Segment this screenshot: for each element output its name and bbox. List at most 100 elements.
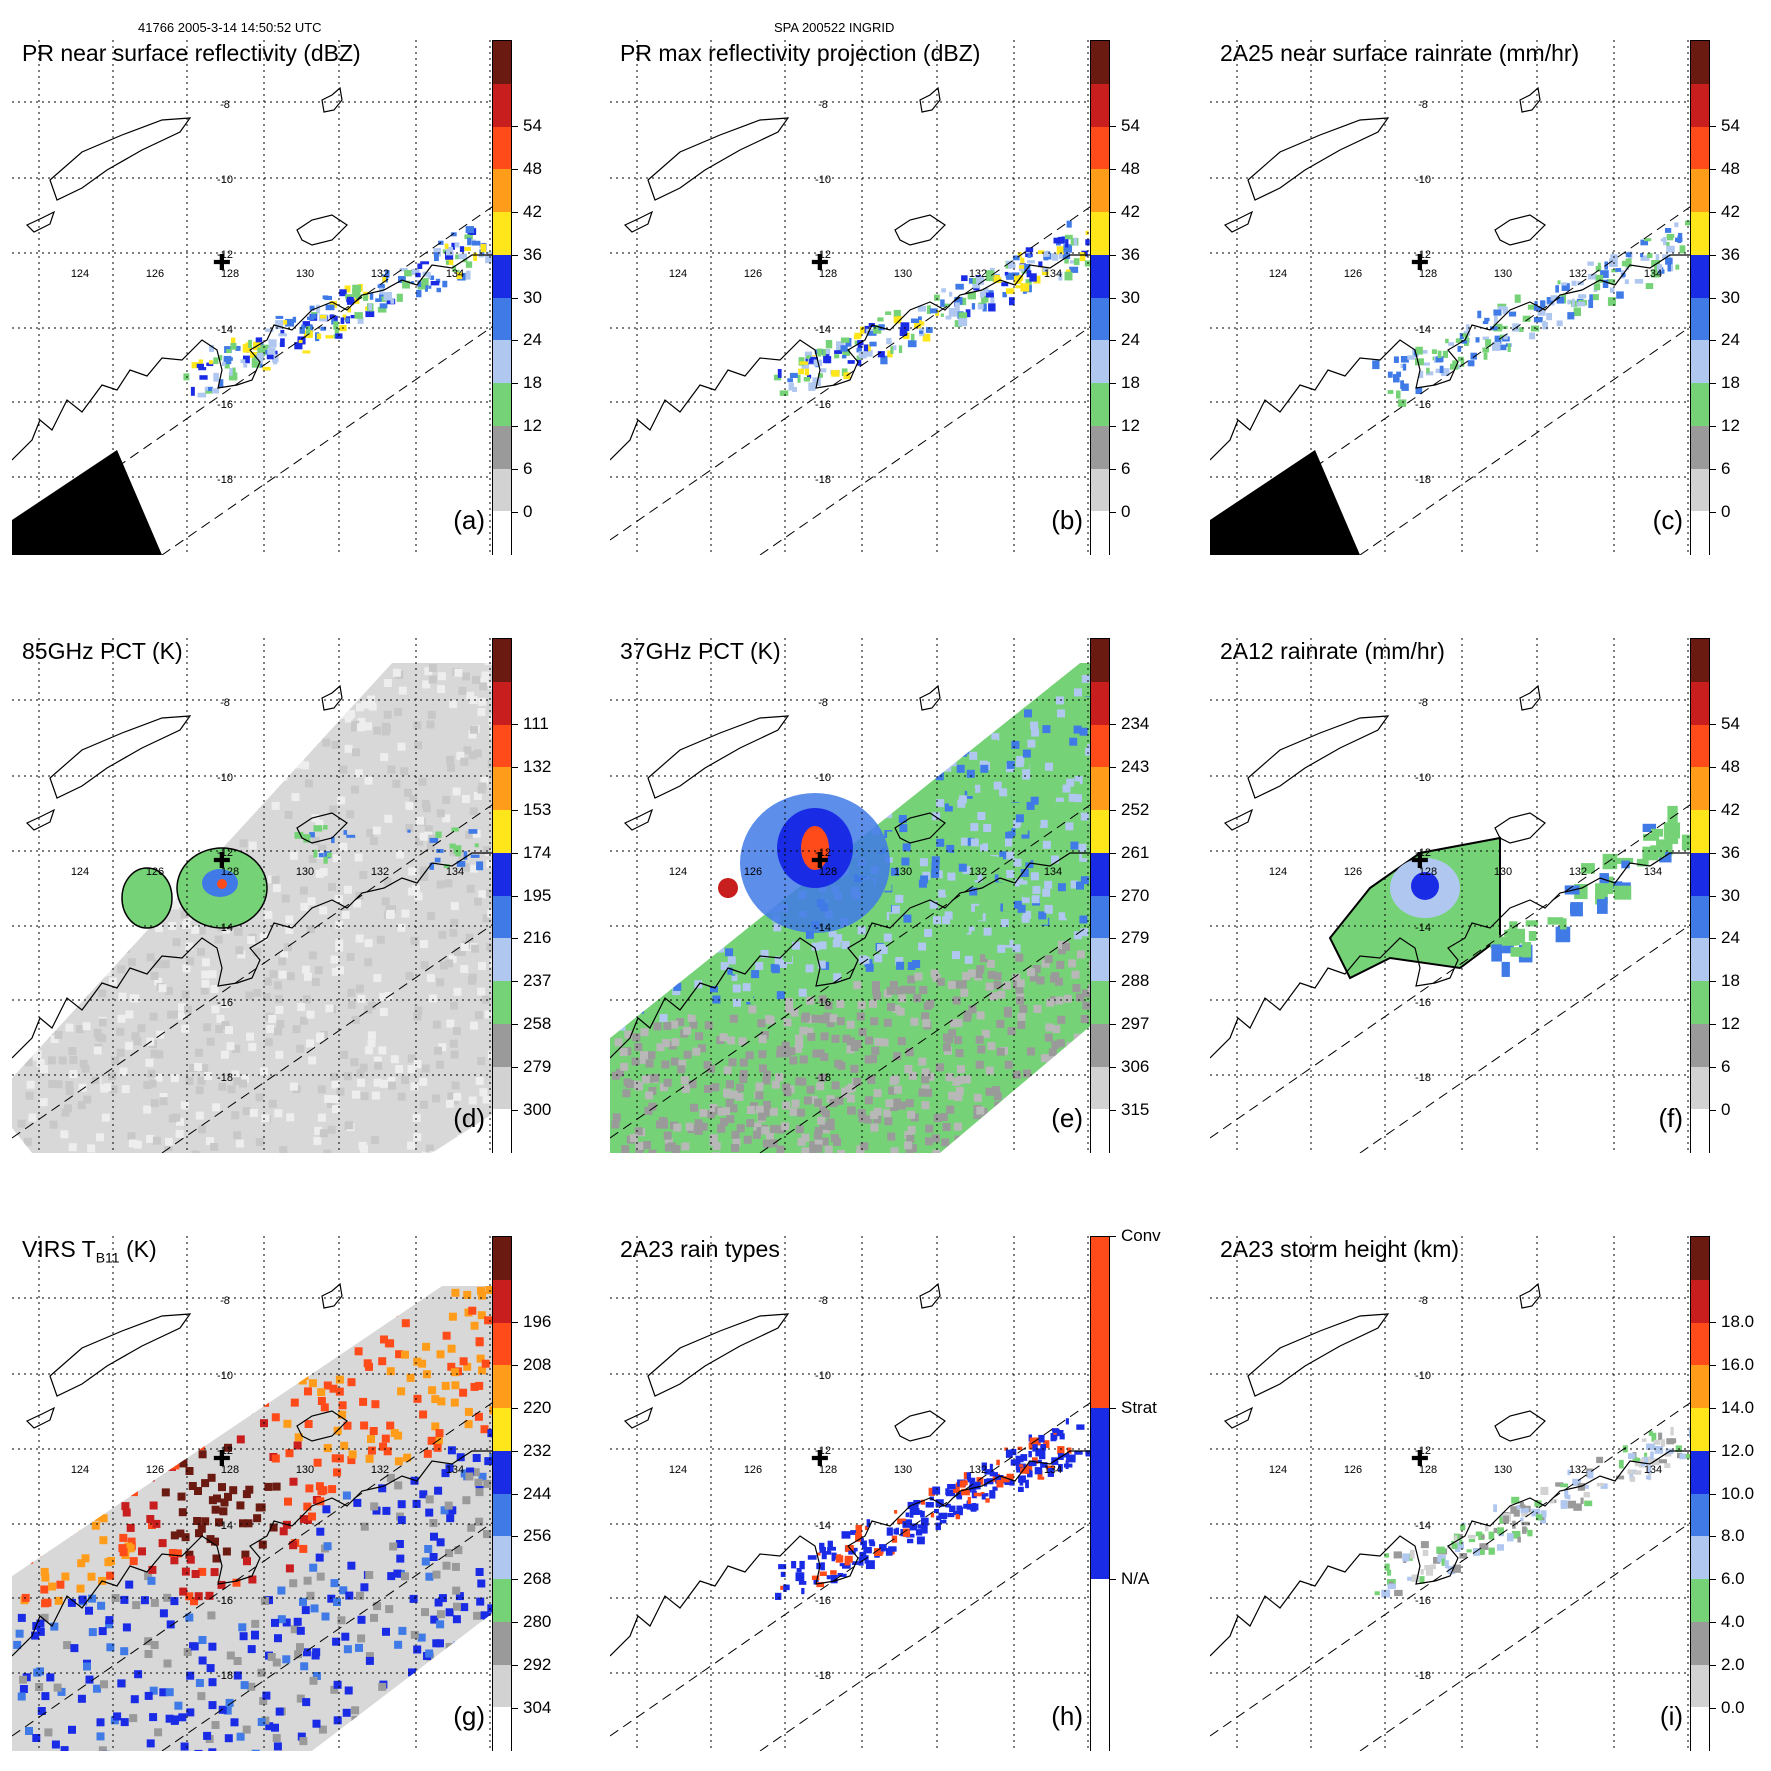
colorbar-tick-label: 36 <box>523 244 542 264</box>
colorbar-tick-label: 111 <box>523 713 549 733</box>
colorbar-tick-label: 42 <box>523 201 542 221</box>
colorbar-tick <box>1110 168 1116 170</box>
colorbar-tick-label: 42 <box>1721 201 1740 221</box>
colorbar-tick <box>1110 297 1116 299</box>
colorbar-segment <box>493 810 511 854</box>
colorbar-tick-label: 243 <box>1121 756 1150 776</box>
colorbar-segment <box>1691 254 1709 299</box>
colorbar-tick <box>512 1321 518 1323</box>
no-data-mask <box>12 450 162 555</box>
colorbar-tick <box>1110 852 1116 854</box>
colorbar-segment <box>1091 383 1109 427</box>
lon-label: 132 <box>969 866 987 878</box>
lat-label: -16 <box>1415 399 1431 411</box>
colorbar-segment <box>1091 810 1109 854</box>
colorbar-tick-label: 279 <box>523 1057 552 1077</box>
lat-label: -16 <box>1415 1595 1431 1607</box>
colorbar-tick <box>1710 1536 1716 1538</box>
colorbar-tick-label: 24 <box>1121 330 1140 350</box>
colorbar-tick <box>1710 383 1716 385</box>
colorbar-tick <box>512 1067 518 1069</box>
panel-title: PR near surface reflectivity (dBZ) <box>22 40 361 67</box>
colorbar-segment <box>1091 767 1109 812</box>
panel-letter: (b) <box>1051 505 1083 535</box>
colorbar-tick-label: Strat <box>1121 1397 1157 1417</box>
colorbar-segment <box>1691 681 1709 726</box>
colorbar-tick-label: 48 <box>523 158 542 178</box>
colorbar-tick-label: 30 <box>1121 287 1140 307</box>
lat-label: -16 <box>217 1595 233 1607</box>
colorbar-segment <box>1691 1237 1709 1281</box>
panel-letter: (e) <box>1051 1103 1083 1133</box>
colorbar-tick-label: 2.0 <box>1721 1655 1745 1675</box>
colorbar-tick-label: 292 <box>523 1655 552 1675</box>
lat-label: -18 <box>217 1072 233 1084</box>
colorbar-segment <box>493 852 511 897</box>
panel-e: 124 126 128 130 132 134 -8 -10 -12 -14 -16 -18 ✚ 37GH… <box>598 598 1158 1158</box>
lat-label: -8 <box>1418 1295 1428 1307</box>
lat-label: -14 <box>1415 1520 1431 1532</box>
colorbar-segment <box>493 681 511 726</box>
colorbar-segment <box>1691 895 1709 940</box>
colorbar-tick-label: 14.0 <box>1721 1397 1755 1417</box>
colorbar-tick <box>512 383 518 385</box>
colorbar-tick <box>512 766 518 768</box>
lon-label: 132 <box>371 866 389 878</box>
colorbar-tick-label: 234 <box>1121 713 1150 733</box>
colorbar-tick <box>1710 297 1716 299</box>
colorbar-tick <box>1110 211 1116 213</box>
colorbar-tick <box>1710 125 1716 127</box>
colorbar-segment <box>1691 1664 1709 1709</box>
colorbar-segment <box>1091 1109 1109 1154</box>
panel-letter: (i) <box>1659 1701 1683 1731</box>
colorbar-segment <box>1091 724 1109 769</box>
lon-label: 132 <box>1569 268 1587 280</box>
lat-label: -12 <box>1415 847 1431 859</box>
lat-label: -8 <box>818 1295 828 1307</box>
colorbar-tick-label: 16.0 <box>1721 1354 1755 1374</box>
lon-label: 128 <box>1419 866 1437 878</box>
colorbar-tick-label: 216 <box>523 928 552 948</box>
colorbar <box>492 40 512 556</box>
colorbar-segment <box>493 126 511 171</box>
lon-label: 128 <box>221 268 239 280</box>
colorbar-tick <box>1710 895 1716 897</box>
storm-center-icon: ✚ <box>213 251 231 276</box>
colorbar-tick <box>512 1579 518 1581</box>
panel-f: 124 126 128 130 132 134 -8 -10 -12 -14 -16 -18 ✚ 2A12… <box>1198 598 1758 1158</box>
panel-title: PR max reflectivity projection (dBZ) <box>620 40 980 67</box>
panel-letter: (h) <box>1051 1701 1083 1731</box>
colorbar-tick <box>512 1665 518 1667</box>
panel-title: 2A23 storm height (km) <box>1220 1236 1459 1263</box>
lon-label: 134 <box>446 268 464 280</box>
colorbar-segment <box>1091 83 1109 128</box>
colorbar-segment <box>493 1621 511 1666</box>
panel-title: 2A25 near surface rainrate (mm/hr) <box>1220 40 1579 67</box>
colorbar-tick <box>1710 1708 1716 1710</box>
colorbar-tick-label: 280 <box>523 1612 552 1632</box>
colorbar-segment <box>1691 767 1709 812</box>
colorbar-tick <box>1710 852 1716 854</box>
colorbar-tick-label: 48 <box>1721 158 1740 178</box>
map-view: 124 126 128 130 132 134 -8 -10 -12 -14 -16 -18 ✚ <box>610 638 1100 1153</box>
lon-label: 130 <box>296 866 314 878</box>
lon-label: 126 <box>1344 866 1362 878</box>
map-canvas: 124 126 128 130 132 134 -8 -10 -12 -14 -16 -18 ✚ <box>12 1236 502 1751</box>
panel-title: VIRS TB11 (K) <box>22 1236 157 1266</box>
colorbar-tick-label: 196 <box>523 1311 552 1331</box>
colorbar-tick <box>512 1407 518 1409</box>
lon-label: 130 <box>296 268 314 280</box>
panel-title-text: PR near surface reflectivity (dBZ) <box>22 40 361 66</box>
lat-label: -10 <box>815 1370 831 1382</box>
lat-label: -14 <box>1415 324 1431 336</box>
colorbar-tick <box>512 938 518 940</box>
lat-label: -8 <box>220 1295 230 1307</box>
lat-label: -12 <box>217 249 233 261</box>
panel-title-text: 2A25 near surface rainrate (mm/hr) <box>1220 40 1580 66</box>
colorbar-segment <box>1091 212 1109 256</box>
lat-label: -18 <box>815 1670 831 1682</box>
storm-center-icon: ✚ <box>811 849 829 874</box>
lon-label: 124 <box>1269 866 1287 878</box>
lon-label: 126 <box>744 268 762 280</box>
colorbar-segment <box>1091 254 1109 299</box>
